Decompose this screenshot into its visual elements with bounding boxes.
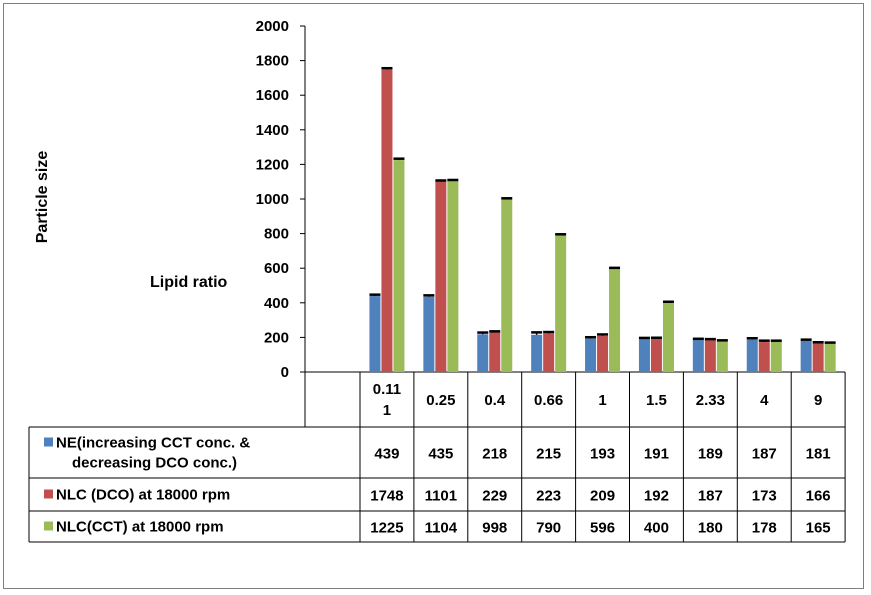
y-tick-label: 2000 [256,18,289,35]
bars [369,66,836,372]
category-label: 0.25 [426,392,455,409]
table-cell-value: 189 [698,446,723,463]
bar [609,268,621,372]
table-cell-value: 166 [806,488,831,505]
table-cell-value: 998 [482,520,507,537]
y-tick-label: 1800 [256,53,289,70]
y-tick-label: 200 [264,329,289,346]
category-label: 2.33 [696,392,725,409]
table-cell-value: 192 [644,488,669,505]
bar [650,338,662,372]
bar [543,333,555,372]
bar [758,342,770,372]
table-cell-value: 215 [536,446,561,463]
y-tick-label: 600 [264,260,289,277]
table-cell-value: 173 [752,488,777,505]
table-cell-value: 1104 [425,520,458,537]
table-cell-value: 181 [806,446,831,463]
table-cell-value: 193 [590,446,615,463]
table-cell-value: 400 [644,520,669,537]
category-label: 0.66 [534,392,563,409]
bar [812,343,824,372]
y-tick-label: 400 [264,295,289,312]
y-tick-label: 1000 [256,191,289,208]
legend-label: NLC (DCO) at 18000 rpm [56,487,230,504]
legend-label: decreasing DCO conc.) [72,455,237,472]
legend-label: NLC(CCT) at 18000 rpm [56,519,224,536]
bar [381,69,393,372]
table-cell-value: 218 [482,446,507,463]
data-table: 0.11 1 0.25 0.4 0.66 1 1.5 2.33 4 9 NE(increasing … [28,372,846,543]
bar [489,332,501,372]
y-tick-label: 1600 [256,87,289,104]
bar [531,334,543,372]
legend-key [44,489,53,499]
category-label: 9 [814,392,822,409]
table-cell-value: 187 [752,446,777,463]
bar [638,338,650,372]
y-tick-label: 1200 [256,156,289,173]
bar [477,334,489,372]
category-label: 0.4 [484,392,506,409]
bar [555,235,567,372]
table-cell-value: 180 [698,520,723,537]
bar [746,339,758,372]
bar [435,181,447,372]
bar [501,199,513,372]
table-cell-value: 223 [536,488,561,505]
table-cell-value: 229 [482,488,507,505]
bar [770,341,782,372]
bar [704,339,716,372]
chart-frame [3,3,864,589]
table-cell-value: 790 [536,520,561,537]
lipid-ratio-annotation: Lipid ratio [150,274,228,291]
bar [662,302,674,372]
y-tick-label: 0 [281,364,289,381]
bar [800,340,812,372]
bar [824,343,836,372]
bar [716,340,728,372]
category-label: 0.11 [373,381,401,398]
table-cell-value: 187 [698,488,723,505]
y-axis-title: Particle size [34,151,51,244]
category-label: 1 [598,392,606,409]
table-cell-value: 1748 [370,488,403,505]
bar [692,339,704,372]
table-cell-value: 435 [428,446,453,463]
legend-key [44,437,53,447]
table-cell-value: 178 [752,520,777,537]
table-cell-value: 165 [806,520,831,537]
table-cell-value: 209 [590,488,615,505]
category-label: 4 [760,392,769,409]
category-label: 1 [383,402,391,419]
legend-key [44,521,53,531]
table-cell-value: 191 [644,446,669,463]
bar [585,338,597,372]
bar [393,160,405,372]
bar [369,296,381,372]
y-axis: 0 200 400 600 800 1000 1200 1400 1600 1800 2000 [256,18,846,381]
table-cell-value: 1101 [425,488,458,505]
bar [597,335,609,372]
category-label: 1.5 [646,392,667,409]
table-cell-value: 1225 [370,520,403,537]
bar [423,296,435,372]
table-cell-value: 596 [590,520,615,537]
legend-label: NE(increasing CCT conc. & [56,435,250,452]
table-cell-value: 439 [374,446,399,463]
bar [447,181,459,372]
y-tick-label: 1400 [256,122,289,139]
y-tick-label: 800 [264,226,289,243]
